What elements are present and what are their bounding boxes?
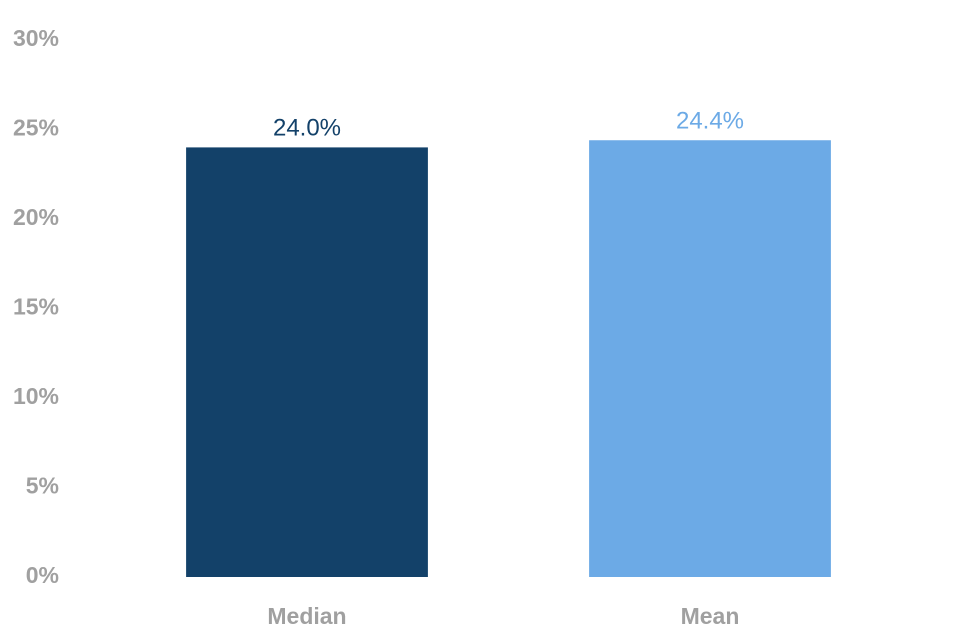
bar bbox=[589, 140, 831, 578]
value-label: 24.0% bbox=[273, 115, 341, 142]
y-tick-label: 25% bbox=[13, 115, 59, 141]
x-tick-label: Mean bbox=[681, 603, 740, 629]
y-tick-label: 10% bbox=[13, 383, 59, 409]
y-tick-label: 15% bbox=[13, 294, 59, 320]
y-tick-label: 5% bbox=[26, 473, 59, 499]
y-tick-label: 30% bbox=[13, 25, 59, 51]
bar bbox=[186, 147, 428, 577]
x-tick-label: Median bbox=[267, 603, 346, 629]
y-tick-label: 0% bbox=[26, 562, 59, 588]
y-tick-label: 20% bbox=[13, 204, 59, 230]
value-label: 24.4% bbox=[676, 108, 744, 135]
